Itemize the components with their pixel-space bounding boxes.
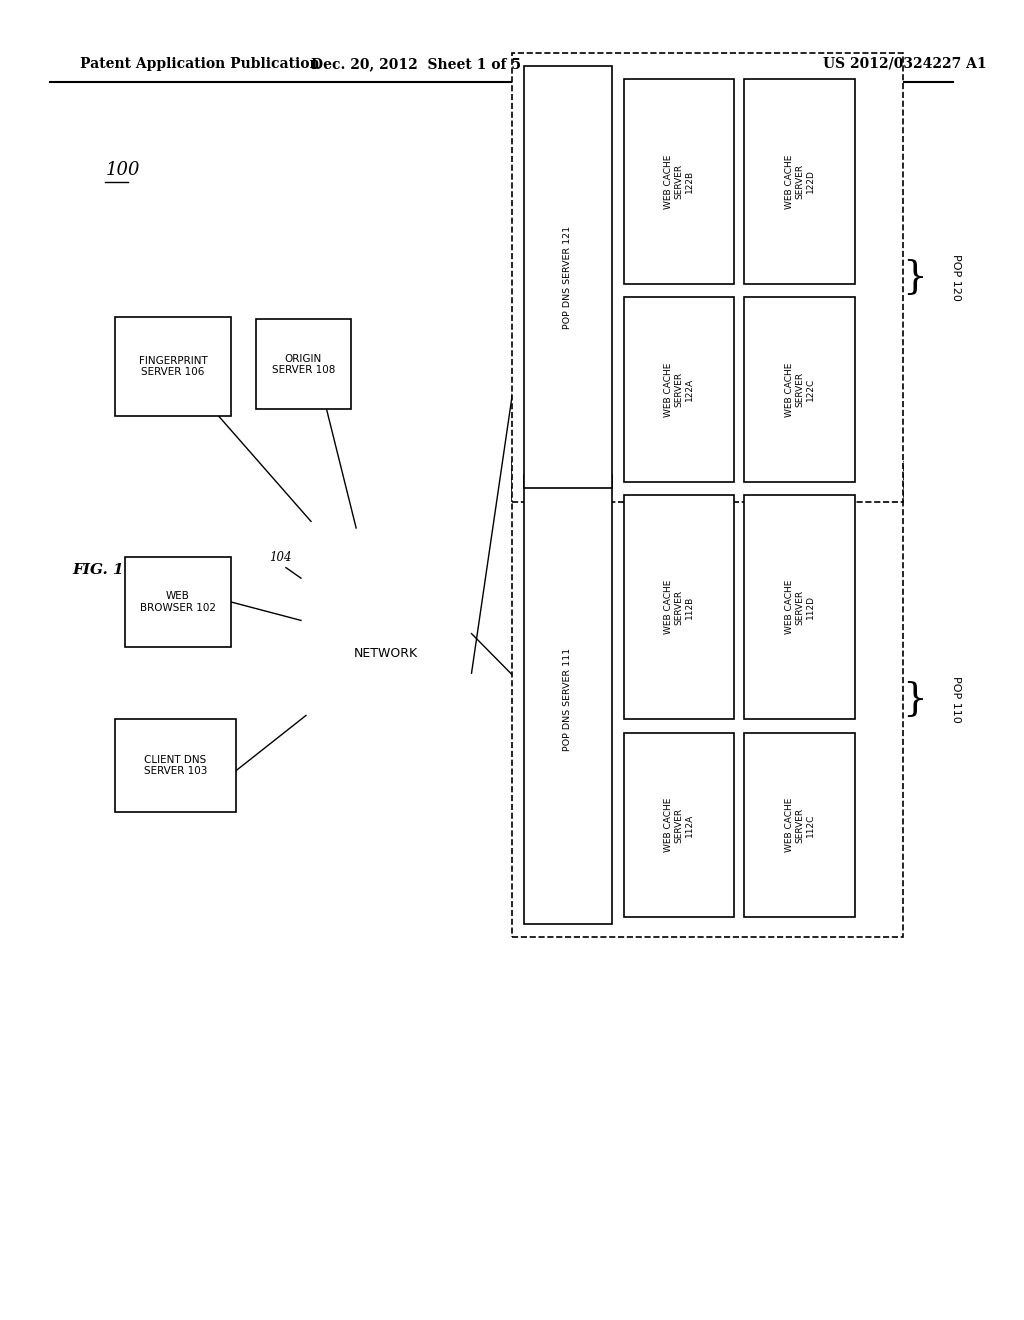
FancyBboxPatch shape	[512, 53, 903, 502]
FancyBboxPatch shape	[256, 319, 351, 409]
Text: WEB CACHE
SERVER
122D: WEB CACHE SERVER 122D	[784, 154, 814, 209]
Text: POP DNS SERVER 111: POP DNS SERVER 111	[563, 648, 572, 751]
FancyBboxPatch shape	[512, 462, 903, 937]
Text: WEB CACHE
SERVER
122A: WEB CACHE SERVER 122A	[665, 362, 694, 417]
FancyBboxPatch shape	[523, 66, 612, 488]
Text: WEB CACHE
SERVER
112B: WEB CACHE SERVER 112B	[665, 579, 694, 635]
Text: WEB CACHE
SERVER
122B: WEB CACHE SERVER 122B	[665, 154, 694, 209]
Text: }: }	[902, 259, 928, 296]
Text: Dec. 20, 2012  Sheet 1 of 5: Dec. 20, 2012 Sheet 1 of 5	[311, 57, 521, 71]
Text: 104: 104	[269, 550, 292, 564]
Text: CLIENT DNS
SERVER 103: CLIENT DNS SERVER 103	[144, 755, 207, 776]
FancyBboxPatch shape	[116, 317, 230, 416]
Text: ORIGIN
SERVER 108: ORIGIN SERVER 108	[271, 354, 335, 375]
FancyBboxPatch shape	[744, 733, 855, 917]
Text: FINGERPRINT
SERVER 106: FINGERPRINT SERVER 106	[138, 355, 208, 378]
Text: WEB CACHE
SERVER
112A: WEB CACHE SERVER 112A	[665, 797, 694, 853]
FancyBboxPatch shape	[624, 79, 734, 284]
FancyBboxPatch shape	[624, 297, 734, 482]
FancyBboxPatch shape	[744, 297, 855, 482]
FancyBboxPatch shape	[116, 719, 236, 812]
FancyBboxPatch shape	[125, 557, 230, 647]
Text: WEB
BROWSER 102: WEB BROWSER 102	[140, 591, 216, 612]
FancyBboxPatch shape	[624, 495, 734, 719]
Text: NETWORK: NETWORK	[354, 647, 418, 660]
Text: POP 110: POP 110	[951, 676, 962, 723]
Text: FIG. 1: FIG. 1	[73, 564, 124, 577]
Text: WEB CACHE
SERVER
112C: WEB CACHE SERVER 112C	[784, 797, 814, 853]
Text: }: }	[902, 681, 928, 718]
Text: WEB CACHE
SERVER
112D: WEB CACHE SERVER 112D	[784, 579, 814, 635]
FancyBboxPatch shape	[624, 733, 734, 917]
Text: WEB CACHE
SERVER
122C: WEB CACHE SERVER 122C	[784, 362, 814, 417]
Text: POP 120: POP 120	[951, 253, 962, 301]
Text: 100: 100	[105, 161, 140, 180]
Text: US 2012/0324227 A1: US 2012/0324227 A1	[822, 57, 986, 71]
FancyBboxPatch shape	[523, 475, 612, 924]
FancyBboxPatch shape	[744, 79, 855, 284]
Text: POP DNS SERVER 121: POP DNS SERVER 121	[563, 226, 572, 329]
FancyBboxPatch shape	[744, 495, 855, 719]
Text: Patent Application Publication: Patent Application Publication	[80, 57, 319, 71]
